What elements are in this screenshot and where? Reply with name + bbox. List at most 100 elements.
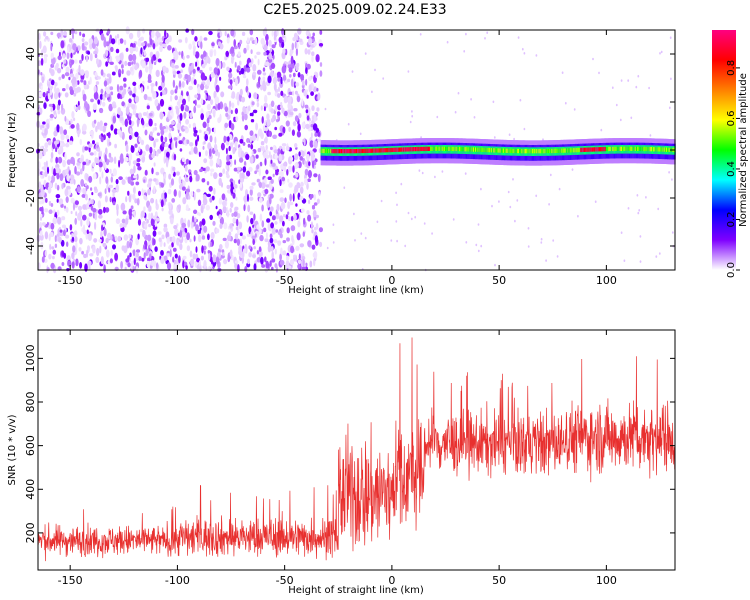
heatmap-cell (282, 240, 287, 244)
heatmap-cell (144, 244, 148, 250)
heatmap-cell (284, 80, 288, 84)
heatmap-cell (218, 177, 222, 186)
heatmap-cell (477, 223, 480, 226)
heatmap-cell (287, 96, 292, 104)
heatmap-cell (292, 193, 295, 202)
heatmap-cell (64, 169, 69, 174)
heatmap-cell (261, 116, 264, 124)
heatmap-cell (192, 45, 196, 51)
heatmap-cell (178, 51, 181, 56)
heatmap-cell (40, 72, 43, 76)
heatmap-cell (185, 105, 190, 112)
heatmap-cell (247, 258, 250, 265)
heatmap-cell (620, 79, 623, 82)
heatmap-cell (200, 72, 206, 81)
heatmap-cell (153, 61, 157, 66)
heatmap-cell (411, 110, 413, 113)
heatmap-cell (298, 38, 303, 43)
heatmap-cell (163, 200, 166, 206)
heatmap-cell (173, 259, 177, 265)
heatmap-cell (317, 173, 321, 183)
heatmap-cell (95, 81, 100, 85)
heatmap-cell (627, 207, 630, 210)
heatmap-cell (550, 148, 553, 154)
heatmap-cell (210, 172, 213, 177)
heatmap-cell (129, 168, 134, 175)
heatmap-cell (210, 71, 215, 79)
heatmap-cell (43, 162, 47, 166)
heatmap-cell (193, 235, 196, 242)
heatmap-cell (176, 239, 180, 246)
heatmap-cell (103, 122, 108, 127)
heatmap-cell (140, 47, 143, 55)
heatmap-cell (121, 218, 126, 224)
heatmap-cell (95, 256, 100, 263)
heatmap-cell (53, 168, 56, 177)
heatmap-cell (220, 142, 225, 151)
heatmap-cell (636, 194, 639, 197)
heatmap-cell (153, 140, 156, 148)
heatmap-cell (122, 210, 127, 215)
heatmap-cell (148, 118, 153, 127)
heatmap-cell (99, 93, 103, 100)
heatmap-cell (87, 260, 92, 267)
heatmap-cell (68, 76, 71, 81)
heatmap-cell (270, 108, 275, 114)
heatmap-cell (295, 256, 298, 263)
heatmap-cell (390, 239, 393, 242)
heatmap-cell (163, 226, 168, 233)
heatmap-cell (303, 178, 308, 186)
heatmap-cell (285, 260, 290, 269)
heatmap-cell (67, 260, 72, 267)
heatmap-cell (42, 121, 46, 125)
heatmap-cell (207, 250, 211, 254)
heatmap-cell (215, 205, 218, 210)
heatmap-cell (183, 140, 187, 145)
heatmap-cell (178, 39, 183, 43)
heatmap-cell (311, 229, 314, 234)
heatmap-cell (247, 204, 251, 213)
heatmap-cell (106, 184, 109, 190)
heatmap-cell (166, 253, 171, 257)
heatmap-cell (161, 89, 166, 96)
heatmap-cell (43, 31, 47, 37)
heatmap-cell (208, 30, 213, 36)
heatmap-cell (239, 238, 242, 245)
heatmap-cell (112, 104, 117, 109)
heatmap-cell (441, 170, 444, 173)
heatmap-cell (66, 52, 70, 60)
heatmap-cell (234, 206, 239, 211)
heatmap-cell (52, 255, 55, 260)
heatmap-cell (263, 227, 267, 233)
heatmap-cell (121, 179, 126, 185)
heatmap-cell (111, 189, 117, 193)
heatmap-cell (58, 236, 62, 243)
heatmap-cell (169, 124, 174, 129)
heatmap-cell (117, 39, 121, 46)
heatmap-cell (649, 134, 652, 137)
heatmap-cell (61, 262, 65, 266)
heatmap-cell (309, 140, 314, 148)
heatmap-cell (198, 260, 201, 267)
colorbar-tick-label: 0.6 (726, 110, 737, 126)
heatmap-cell (564, 148, 567, 153)
heatmap-cell (660, 50, 663, 54)
heatmap-cell (351, 70, 354, 73)
heatmap-cell (153, 185, 156, 194)
heatmap-cell (50, 31, 54, 36)
heatmap-cell (166, 262, 172, 270)
heatmap-cell (69, 73, 75, 78)
heatmap-cell (264, 188, 269, 195)
heatmap-cell (84, 146, 89, 151)
heatmap-cell (295, 172, 299, 178)
heatmap-cell (118, 73, 121, 78)
heatmap-cell (94, 72, 98, 77)
heatmap-cell (43, 38, 47, 42)
heatmap-cell (601, 147, 604, 152)
heatmap-cell (484, 37, 486, 40)
heatmap-cell (86, 173, 89, 182)
heatmap-cell (49, 231, 54, 238)
heatmap-cell (178, 176, 182, 185)
heatmap-cell (275, 265, 278, 273)
heatmap-cell (238, 43, 241, 50)
